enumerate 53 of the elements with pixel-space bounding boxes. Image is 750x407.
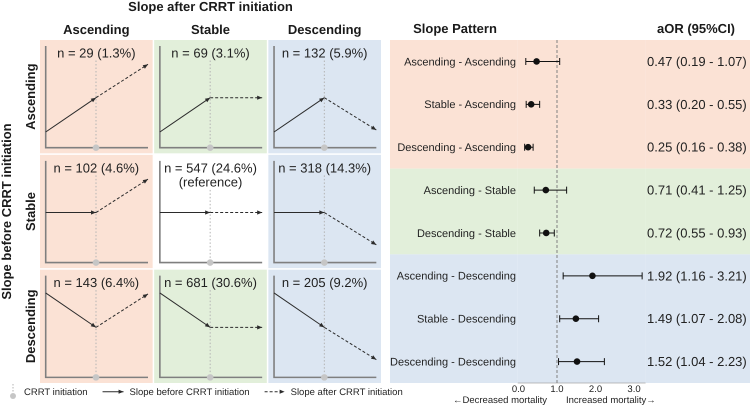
text: n = 143 (6.4%) <box>54 275 140 290</box>
category-label: Descending <box>288 22 362 37</box>
point <box>542 186 550 194</box>
text: Slope after CRRT initiation <box>128 0 293 14</box>
y-tick-label: Descending - Ascending <box>397 142 516 154</box>
data-label: 0.71 (0.41 - 1.25) <box>647 182 747 198</box>
text: Slope before CRRT initiation <box>0 123 14 300</box>
text: n = 318 (14.3%) <box>278 160 372 176</box>
text: n = 132 (5.9%) <box>282 46 368 60</box>
category-label: Descending <box>23 289 38 364</box>
text: n = 681 (30.6%) <box>164 275 257 290</box>
data-label: 0.47 (0.19 - 1.07) <box>647 54 747 69</box>
point <box>574 358 580 365</box>
point <box>542 230 550 236</box>
category-label: Ascending <box>23 63 38 130</box>
text: (reference) <box>178 174 242 190</box>
data-label: 1.92 (1.16 - 3.21) <box>647 268 747 284</box>
data-label: 1.52 (1.04 - 2.23) <box>647 354 747 370</box>
text: n = 29 (1.3%) <box>57 46 136 60</box>
category-label: Stable <box>190 22 230 37</box>
text: n = 205 (9.2%) <box>282 275 368 290</box>
text: Slope after CRRT initiation <box>290 387 403 398</box>
text: Increased mortality→ <box>566 395 656 406</box>
text: aOR (95%CI) <box>656 21 736 36</box>
point <box>533 58 540 65</box>
data-label: 1.49 (1.07 - 2.08) <box>647 311 747 326</box>
text: n = 69 (3.1%) <box>171 46 250 60</box>
y-tick-label: Stable - Descending <box>416 314 516 326</box>
point <box>589 272 596 280</box>
x-tick-label: 0.0 <box>512 384 526 395</box>
data-label: 0.25 (0.16 - 0.38) <box>647 140 747 155</box>
text: Slope before CRRT initiation <box>130 387 250 398</box>
point <box>572 315 580 322</box>
y-tick-label: Descending - Descending <box>390 356 516 368</box>
x-tick-label: 3.0 <box>627 384 641 395</box>
y-tick-label: Ascending - Ascending <box>404 56 516 68</box>
text: n = 102 (4.6%) <box>54 160 140 176</box>
text: ←Decreased mortality <box>453 395 548 406</box>
y-tick-label: Ascending - Descending <box>396 270 516 283</box>
y-tick-label: Descending - Stable <box>416 228 516 240</box>
x-tick-label: 2.0 <box>588 384 602 395</box>
point <box>524 144 532 150</box>
data-label: 0.72 (0.55 - 0.93) <box>647 225 747 240</box>
category-label: Stable <box>23 192 38 232</box>
y-axis-title: Slope Pattern <box>413 21 497 36</box>
x-tick-label: 1.0 <box>550 384 564 395</box>
data-label: 0.33 (0.20 - 0.55) <box>647 96 747 112</box>
y-tick-label: Stable - Ascending <box>424 99 516 112</box>
y-tick-label: Ascending - Stable <box>424 184 516 197</box>
category-label: Ascending <box>63 22 130 37</box>
point <box>528 101 534 108</box>
text: n = 547 (24.6%) <box>164 160 257 176</box>
text: CRRT initiation <box>24 387 88 398</box>
